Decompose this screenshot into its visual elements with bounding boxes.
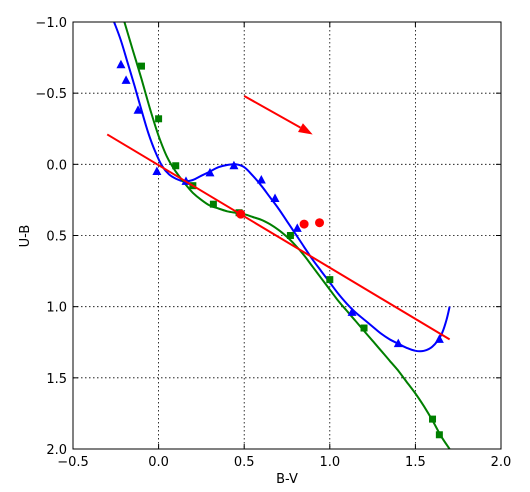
y-axis-label: U-B <box>18 225 33 248</box>
plot-area <box>106 22 451 449</box>
triangle-point <box>292 223 302 232</box>
triangle-point <box>229 160 239 170</box>
triangle-point <box>205 167 215 177</box>
circle-point <box>236 209 246 219</box>
y-tick-label: 0.0 <box>46 158 67 173</box>
triangle-point <box>152 166 162 175</box>
y-tick-label: 2.0 <box>46 443 67 458</box>
triangle-point <box>133 105 143 114</box>
triangle-point <box>121 75 131 84</box>
ticks: −0.5 0.0 0.5 1.0 1.5 2.0 −1.0 −0.5 0.0 0.5 1.0 1.5 2… <box>35 16 511 470</box>
x-tick-label: 2.0 <box>491 455 512 470</box>
y-tick-label: 0.5 <box>46 230 67 245</box>
triangle-point <box>270 193 280 202</box>
x-axis-label: B-V <box>276 472 298 487</box>
square-point <box>172 162 180 170</box>
square-point <box>137 62 145 70</box>
square-point <box>360 324 368 332</box>
x-tick-label: 0.5 <box>234 455 255 470</box>
y-tick-label: −0.5 <box>35 87 67 102</box>
square-point <box>326 276 334 284</box>
x-tick-label: 0.0 <box>148 455 169 470</box>
triangle-point <box>393 338 403 348</box>
triangle-point <box>434 334 444 343</box>
y-tick-label: 1.0 <box>46 301 67 316</box>
triangle-point <box>116 59 126 69</box>
square-point <box>435 431 443 439</box>
x-tick-label: −0.5 <box>57 455 89 470</box>
x-tick-label: 1.0 <box>319 455 340 470</box>
triangle-point <box>256 174 266 184</box>
square-point <box>209 200 217 208</box>
grid <box>73 22 501 449</box>
reddening-arrow-shaft <box>243 95 301 129</box>
y-tick-label: 1.5 <box>46 372 67 387</box>
square-point <box>155 115 163 123</box>
square-point <box>429 415 437 423</box>
fit-line <box>106 133 451 341</box>
x-tick-label: 1.5 <box>405 455 426 470</box>
circle-point <box>315 218 325 228</box>
circle-point <box>299 219 309 229</box>
square-point <box>286 232 294 239</box>
triangle-point <box>347 307 357 316</box>
reddening-arrow-head <box>298 123 313 135</box>
y-tick-label: −1.0 <box>35 16 67 31</box>
